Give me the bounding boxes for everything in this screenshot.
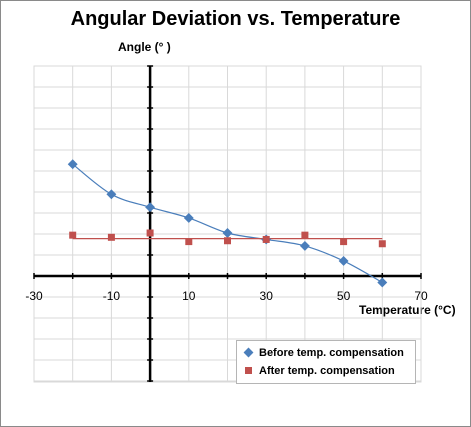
square-marker-icon [243, 365, 255, 377]
data-point-after [262, 235, 270, 243]
legend-item-after: After temp. compensation [243, 363, 395, 379]
data-point-after [146, 229, 154, 237]
legend-label-before: Before temp. compensation [259, 347, 404, 359]
data-point-before [145, 202, 156, 213]
data-point-before [299, 240, 310, 251]
data-point-after [301, 231, 309, 239]
data-points [67, 159, 388, 288]
x-axis-label: Temperature (°C) [359, 303, 456, 317]
axes [33, 65, 422, 382]
data-point-before [183, 213, 194, 223]
data-point-after [224, 237, 231, 245]
chart-title: Angular Deviation vs. Temperature [70, 8, 401, 30]
x-tick-label: -30 [25, 289, 43, 303]
data-point-before [222, 228, 233, 238]
data-point-before [377, 277, 388, 288]
legend-item-before: Before temp. compensation [243, 345, 404, 361]
diamond-marker-icon [243, 347, 255, 359]
tick-labels: -30 -10 10 30 50 70 [25, 289, 428, 303]
plot-border [33, 65, 422, 383]
data-point-after [185, 238, 193, 246]
legend: Before temp. compensation After temp. co… [236, 340, 416, 384]
data-point-before [338, 256, 349, 266]
data-point-before [67, 159, 78, 170]
x-tick-label: 10 [182, 289, 196, 303]
x-tick-label: 30 [260, 289, 274, 303]
x-tick-label: 70 [414, 289, 428, 303]
data-point-before [106, 189, 117, 200]
data-point-after [378, 240, 386, 248]
x-tick-label: -10 [103, 289, 121, 303]
x-tick-label: 50 [337, 289, 351, 303]
data-point-after [69, 231, 77, 239]
y-axis-label: Angle (° ) [118, 40, 171, 54]
data-point-after [107, 233, 115, 241]
legend-label-after: After temp. compensation [259, 365, 395, 377]
grid-lines [33, 65, 422, 383]
data-point-after [340, 238, 348, 246]
